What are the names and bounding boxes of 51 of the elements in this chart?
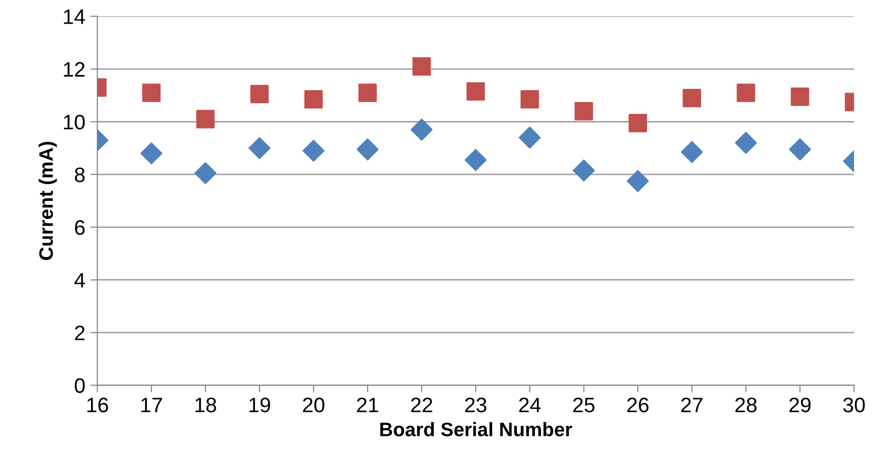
point	[142, 84, 161, 102]
y-tick-label: 8	[74, 167, 85, 182]
point	[682, 88, 702, 108]
point	[790, 88, 810, 106]
x-tick-label: 24	[519, 398, 541, 412]
point	[302, 140, 325, 162]
x-tick-label: 17	[141, 398, 162, 412]
point	[626, 170, 649, 192]
point	[518, 126, 541, 149]
point	[574, 102, 593, 120]
y-tick-label: 0	[74, 378, 85, 394]
x-tick-label: 30	[843, 398, 865, 412]
x-tick-label: 18	[195, 398, 216, 412]
point	[356, 138, 379, 160]
y-tick-label: 2	[75, 326, 84, 340]
x-axis-title: Board Serial Number	[380, 422, 572, 436]
y-tick-label: 12	[64, 62, 84, 77]
point	[248, 137, 270, 160]
point	[628, 114, 648, 132]
x-tick-label: 23	[465, 398, 486, 412]
point	[140, 142, 162, 164]
point	[412, 57, 431, 76]
point	[466, 82, 485, 101]
x-tick-label: 21	[357, 398, 378, 412]
point	[194, 162, 216, 184]
y-tick-label: 6	[75, 220, 85, 235]
x-tick-label: 26	[627, 398, 649, 412]
point	[680, 141, 703, 164]
x-tick-label: 27	[681, 398, 702, 412]
x-tick-label: 22	[411, 398, 432, 412]
y-tick-label: 4	[74, 273, 85, 288]
point	[572, 160, 595, 182]
point	[736, 84, 756, 102]
x-tick-label: 16	[87, 398, 108, 412]
y-tick-label: 14	[64, 10, 85, 24]
point	[464, 148, 487, 171]
point	[520, 90, 539, 109]
y-tick-label: 10	[64, 114, 85, 130]
point	[196, 110, 215, 128]
point	[358, 84, 377, 102]
point	[304, 90, 323, 109]
point	[788, 138, 811, 160]
point	[410, 118, 433, 141]
x-tick-label: 25	[573, 398, 594, 412]
y-axis-title: Current (mA)	[38, 142, 57, 260]
point	[250, 84, 269, 104]
point	[734, 132, 757, 154]
x-tick-label: 28	[735, 398, 757, 412]
x-tick-label: 19	[250, 398, 270, 412]
x-tick-label: 20	[303, 398, 324, 412]
x-tick-label: 29	[789, 398, 811, 412]
